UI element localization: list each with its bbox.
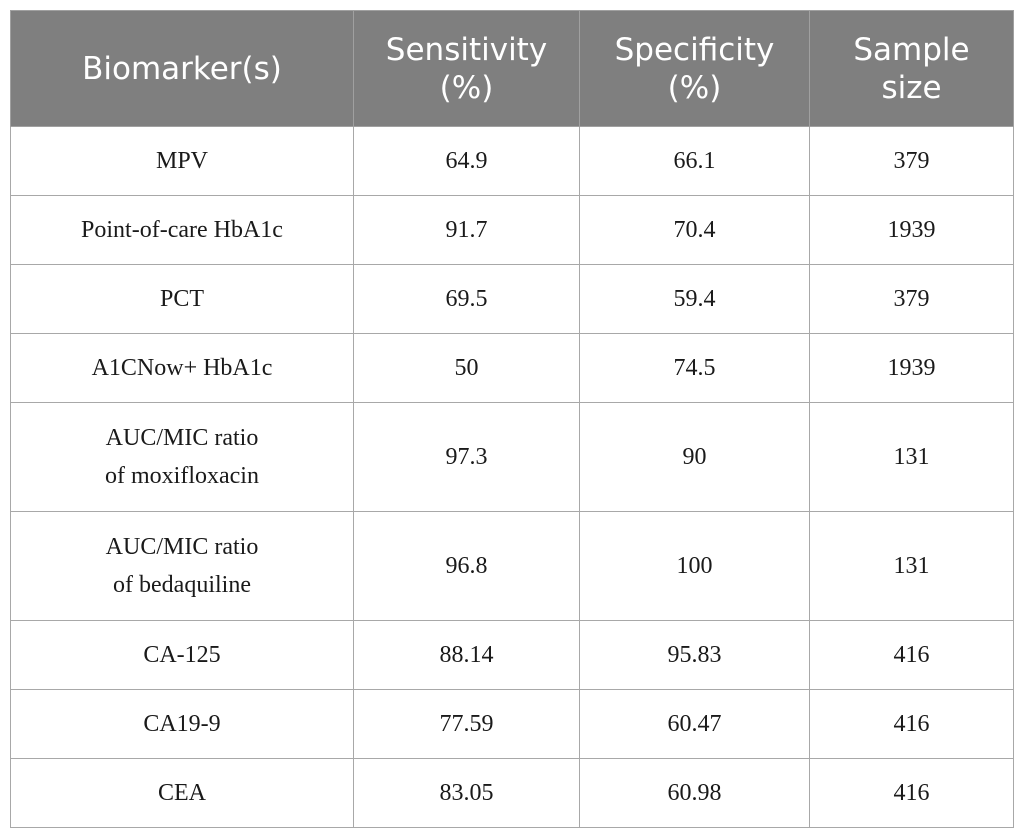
cell-biomarker: AUC/MIC ratio of bedaquiline (10, 511, 354, 621)
table-header: Biomarker(s) Sensitivity (%) Specificity… (10, 10, 1014, 127)
header-row: Biomarker(s) Sensitivity (%) Specificity… (10, 10, 1014, 127)
biomarker-line: Point-of-care HbA1c (81, 217, 283, 243)
cell-biomarker: CEA (10, 758, 354, 828)
biomarker-line: PCT (159, 286, 204, 312)
cell-specificity: 70.4 (579, 195, 810, 265)
cell-biomarker: CA-125 (10, 620, 354, 690)
table-container: Biomarker(s) Sensitivity (%) Specificity… (10, 10, 1014, 828)
cell-specificity: 59.4 (579, 264, 810, 334)
biomarker-line: MPV (155, 148, 209, 174)
cell-sample-size: 131 (809, 402, 1014, 512)
table-row: CEA 83.05 60.98 416 (10, 758, 1014, 828)
biomarker-table: Biomarker(s) Sensitivity (%) Specificity… (10, 10, 1014, 828)
cell-biomarker: PCT (10, 264, 354, 334)
biomarker-line: CA19-9 (143, 711, 221, 737)
table-row: MPV 64.9 66.1 379 (10, 126, 1014, 196)
header-sensitivity: Sensitivity (%) (353, 10, 580, 127)
cell-specificity: 90 (579, 402, 810, 512)
cell-sensitivity: 69.5 (353, 264, 580, 334)
cell-sample-size: 416 (809, 620, 1014, 690)
cell-sample-size: 131 (809, 511, 1014, 621)
cell-biomarker: CA19-9 (10, 689, 354, 759)
header-specificity: Specificity (%) (579, 10, 810, 127)
table-body: MPV 64.9 66.1 379 Point-of-care HbA1c 91… (10, 126, 1014, 828)
table-row: PCT 69.5 59.4 379 (10, 264, 1014, 334)
cell-biomarker: AUC/MIC ratio of moxifloxacin (10, 402, 354, 512)
table-row: CA-125 88.14 95.83 416 (10, 620, 1014, 690)
header-sample-size-line-2: size (881, 69, 942, 106)
cell-biomarker: MPV (10, 126, 354, 196)
cell-sensitivity: 91.7 (353, 195, 580, 265)
header-sensitivity-line-2: (%) (439, 69, 494, 106)
cell-specificity: 95.83 (579, 620, 810, 690)
cell-sensitivity: 97.3 (353, 402, 580, 512)
biomarker-line-1: AUC/MIC ratio (105, 534, 259, 560)
cell-sensitivity: 64.9 (353, 126, 580, 196)
biomarker-line-2: of bedaquiline (113, 572, 251, 598)
table-row: AUC/MIC ratio of moxifloxacin 97.3 90 13… (10, 402, 1014, 512)
cell-sample-size: 1939 (809, 333, 1014, 403)
biomarker-line-1: AUC/MIC ratio (105, 425, 259, 451)
cell-sample-size: 379 (809, 126, 1014, 196)
header-biomarker-line: Biomarker(s) (82, 50, 282, 87)
biomarker-line: CA-125 (143, 642, 221, 668)
cell-specificity: 60.98 (579, 758, 810, 828)
header-sample-size: Sample size (809, 10, 1014, 127)
table-row: CA19-9 77.59 60.47 416 (10, 689, 1014, 759)
cell-sample-size: 416 (809, 758, 1014, 828)
cell-sensitivity: 96.8 (353, 511, 580, 621)
cell-biomarker: A1CNow+ HbA1c (10, 333, 354, 403)
table-row: AUC/MIC ratio of bedaquiline 96.8 100 13… (10, 511, 1014, 621)
table-row: A1CNow+ HbA1c 50 74.5 1939 (10, 333, 1014, 403)
biomarker-line: A1CNow+ HbA1c (91, 355, 273, 381)
biomarker-line-2: of moxifloxacin (105, 463, 259, 489)
cell-sensitivity: 50 (353, 333, 580, 403)
cell-specificity: 60.47 (579, 689, 810, 759)
header-specificity-line-2: (%) (667, 69, 722, 106)
cell-sample-size: 416 (809, 689, 1014, 759)
biomarker-line: CEA (158, 780, 206, 806)
header-biomarker: Biomarker(s) (10, 10, 354, 127)
header-sample-size-line-1: Sample (853, 31, 970, 68)
header-specificity-line-1: Specificity (614, 31, 775, 68)
cell-sample-size: 1939 (809, 195, 1014, 265)
header-sensitivity-line-1: Sensitivity (385, 31, 548, 68)
cell-specificity: 100 (579, 511, 810, 621)
cell-specificity: 74.5 (579, 333, 810, 403)
cell-sensitivity: 88.14 (353, 620, 580, 690)
cell-sensitivity: 83.05 (353, 758, 580, 828)
cell-sensitivity: 77.59 (353, 689, 580, 759)
table-row: Point-of-care HbA1c 91.7 70.4 1939 (10, 195, 1014, 265)
cell-sample-size: 379 (809, 264, 1014, 334)
cell-specificity: 66.1 (579, 126, 810, 196)
cell-biomarker: Point-of-care HbA1c (10, 195, 354, 265)
